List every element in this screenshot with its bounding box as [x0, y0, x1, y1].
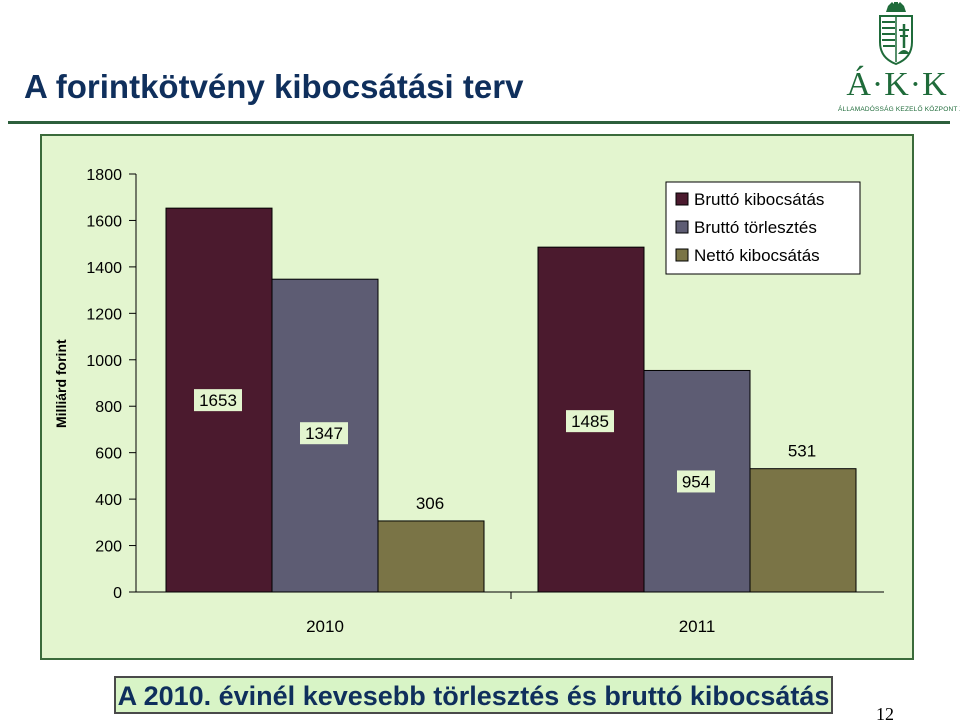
page-number: 12 — [876, 704, 894, 724]
y-axis-title: Milliárd forint — [53, 339, 69, 428]
data-label: 306 — [416, 494, 444, 513]
legend-label: Nettó kibocsátás — [694, 246, 820, 265]
slide-title: A forintkötvény kibocsátási terv — [24, 68, 524, 105]
data-label-bg — [411, 491, 449, 514]
data-label-bg — [194, 389, 242, 412]
legend-box — [665, 181, 861, 275]
x-category-label: 2010 — [306, 617, 344, 636]
data-label: 1653 — [199, 391, 237, 410]
y-tick-label: 1200 — [86, 306, 122, 323]
legend-label: Bruttó kibocsátás — [694, 190, 824, 209]
y-tick-label: 200 — [95, 539, 122, 556]
data-label-bg — [566, 410, 614, 433]
y-tick-label: 1000 — [86, 353, 122, 370]
y-tick-label: 800 — [95, 399, 122, 416]
data-label: 1347 — [305, 424, 343, 443]
title-divider — [8, 121, 950, 124]
footer-text: A 2010. évinél kevesebb törlesztés és br… — [117, 681, 830, 711]
chart-container: 0 200 400 600 800 1000 1200 1400 1600 1800 Milliár… — [40, 134, 914, 660]
coat-of-arms-icon — [879, 2, 913, 66]
bar-chart: 0 200 400 600 800 1000 1200 1400 1600 1800 Milliár… — [53, 167, 884, 636]
data-label-bg — [783, 439, 821, 462]
bar-nettó-kibocsátás-2011 — [749, 468, 857, 593]
y-tick-label: 600 — [95, 446, 122, 463]
data-label: 1485 — [571, 412, 609, 431]
x-category-label: 2011 — [679, 617, 716, 636]
legend-swatch — [675, 248, 689, 262]
y-tick-label: 0 — [113, 585, 122, 602]
logo-text: Á·K·K — [846, 66, 948, 103]
footer-banner: A 2010. évinél kevesebb törlesztés és br… — [114, 676, 833, 714]
legend-swatch — [675, 192, 689, 206]
y-tick-label: 1400 — [86, 260, 122, 277]
y-tick-label: 1800 — [86, 167, 122, 184]
data-label: 531 — [788, 442, 816, 461]
bar-nettó-kibocsátás-2010 — [377, 520, 485, 593]
y-tick-label: 1600 — [86, 213, 122, 230]
data-label: 954 — [682, 472, 710, 491]
legend-swatch — [675, 220, 689, 234]
y-tick-label: 400 — [95, 492, 122, 509]
logo-subtitle: ÁLLAMADÓSSÁG KEZELŐ KÖZPONT ZRT. — [838, 106, 960, 113]
akk-logo: Á·K·K ÁLLAMADÓSSÁG KEZELŐ KÖZPONT ZRT. — [838, 2, 960, 118]
data-label-bg — [677, 470, 715, 493]
legend-label: Bruttó törlesztés — [694, 218, 817, 237]
data-label-bg — [300, 422, 348, 445]
